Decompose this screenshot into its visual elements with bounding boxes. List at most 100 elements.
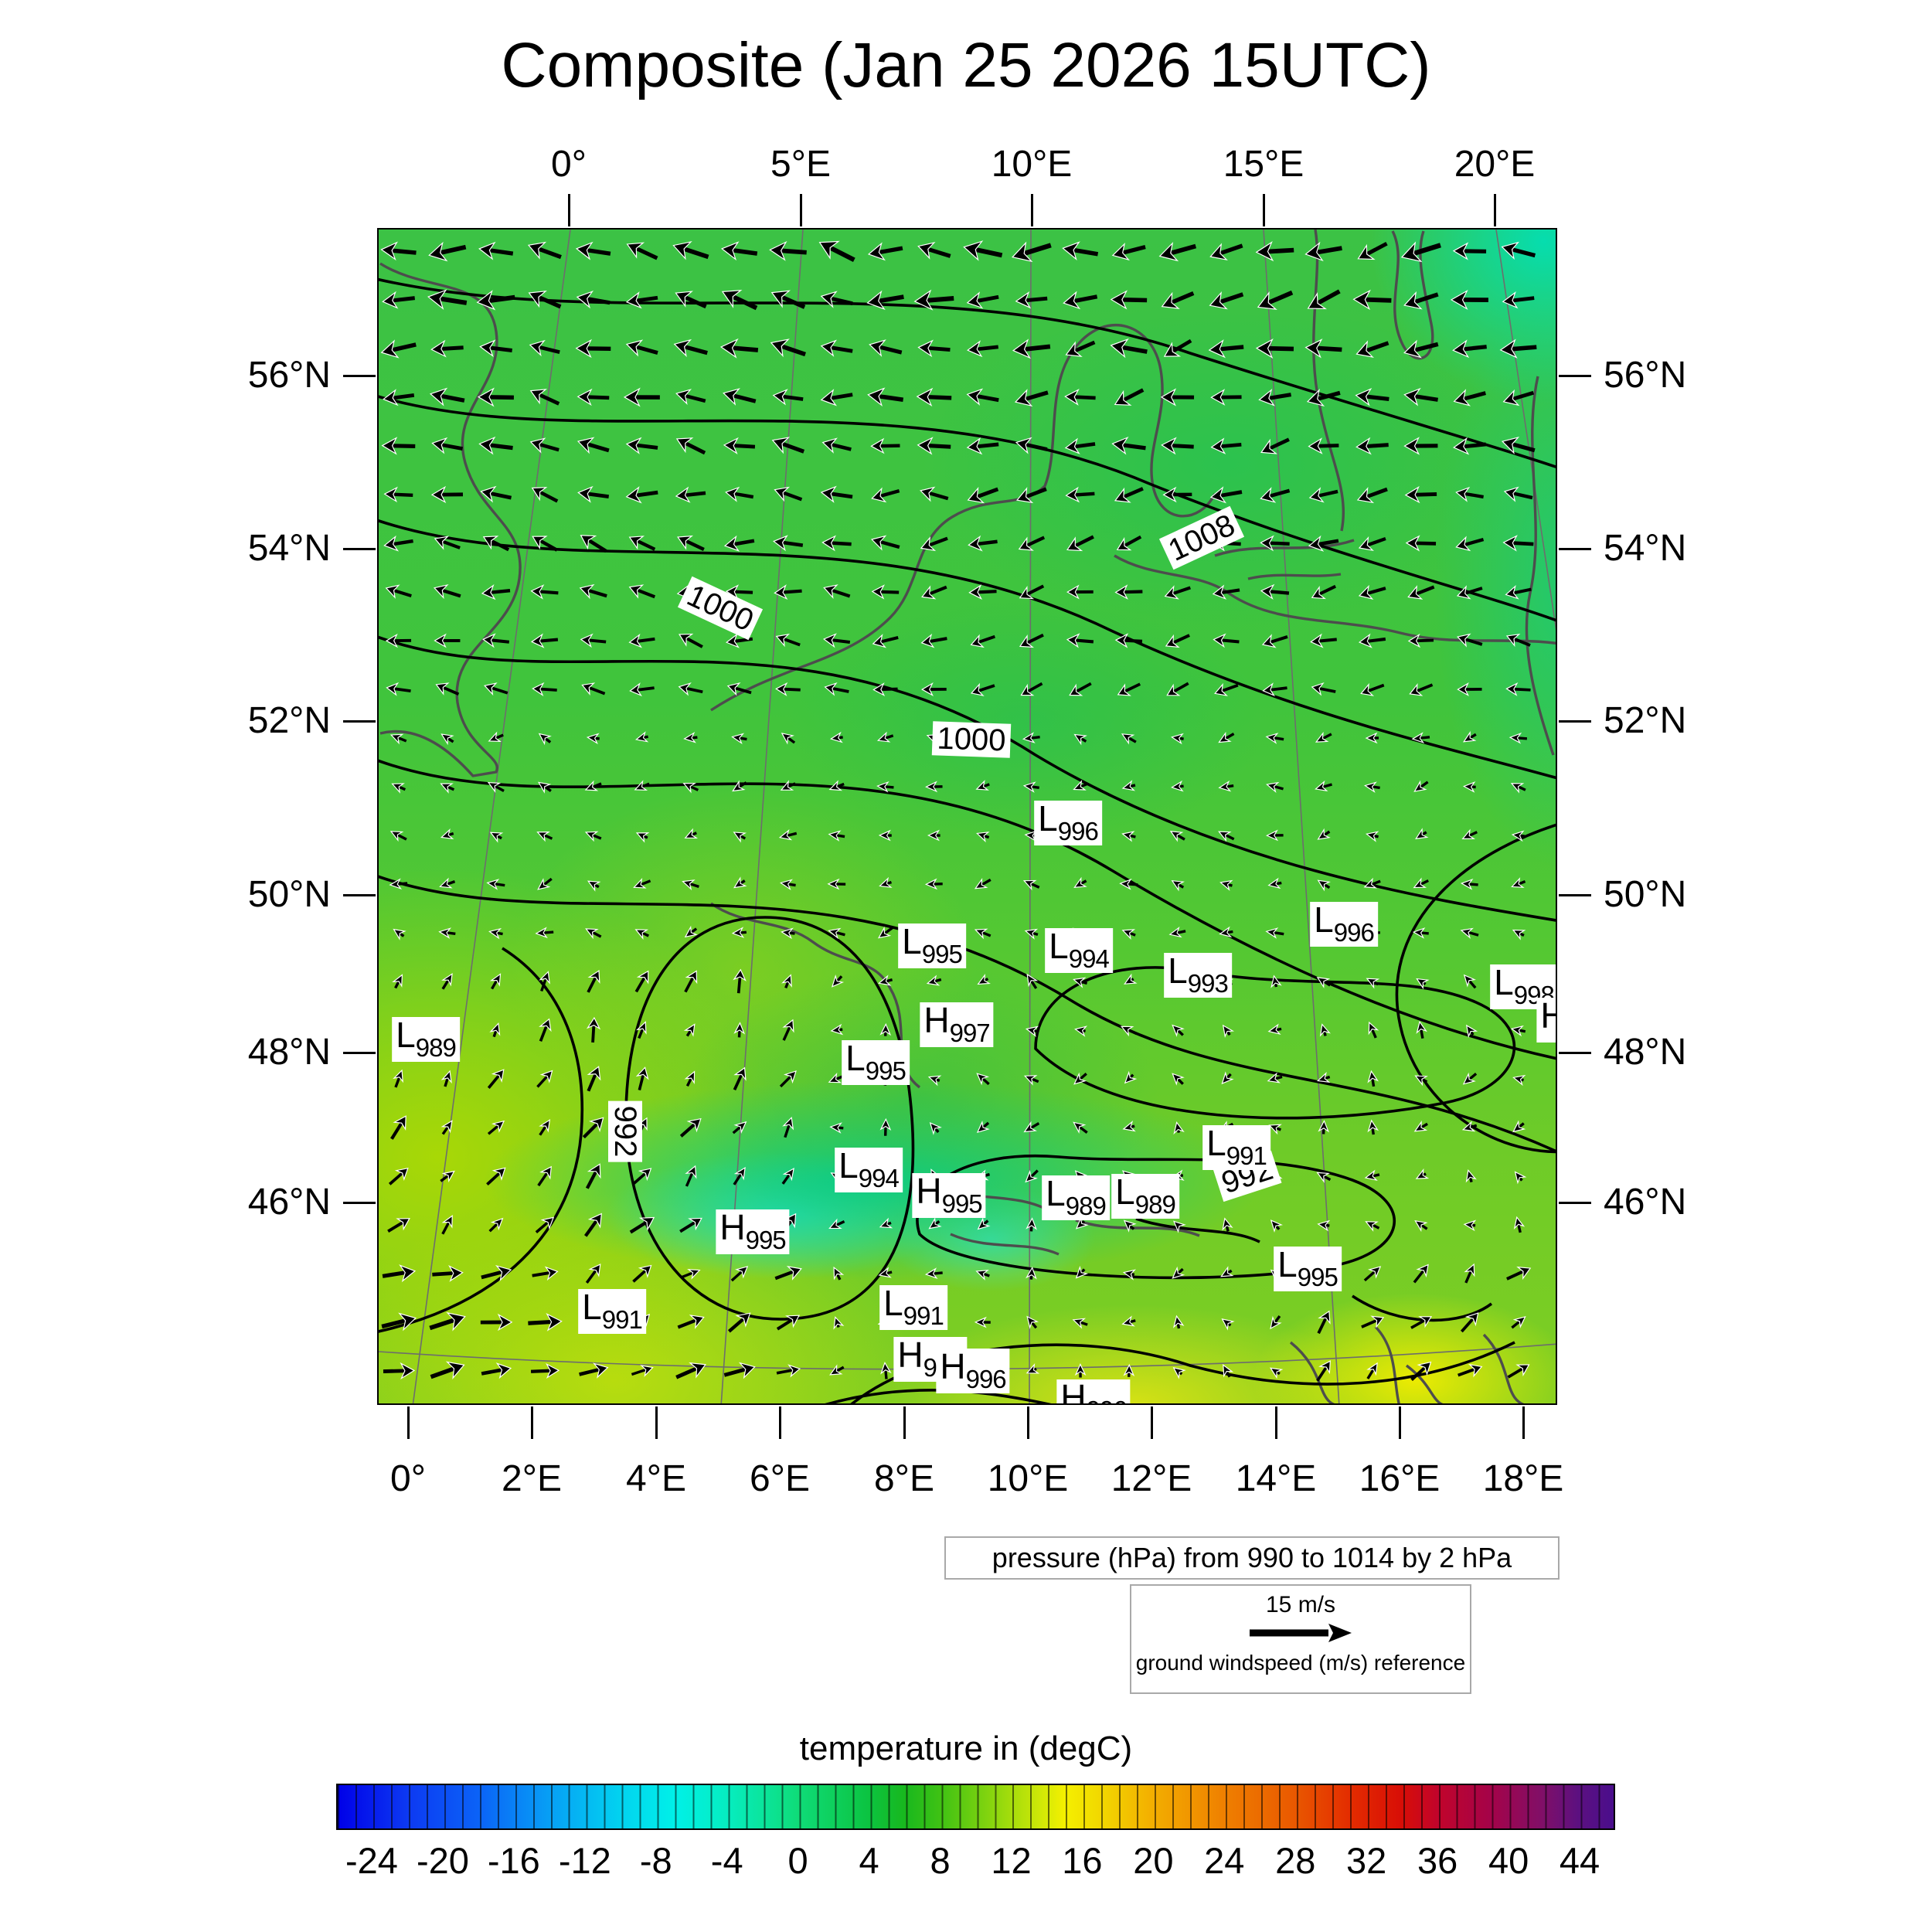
pressure-center-value: 995 xyxy=(745,1226,787,1254)
pressure-center-value: 997 xyxy=(949,1019,991,1047)
y-axis-label-right: 50°N xyxy=(1604,874,1687,915)
x-axis-label-bottom: 4°E xyxy=(626,1458,686,1499)
colorbar-tick-label: 12 xyxy=(991,1840,1032,1881)
pressure-center-value: 996 xyxy=(965,1365,1007,1393)
y-axis-tick-left xyxy=(343,375,376,377)
y-axis-tick-left xyxy=(343,1202,376,1204)
pressure-center-label-l995: L995 xyxy=(898,923,966,968)
x-axis-tick-bottom xyxy=(1275,1406,1277,1439)
x-axis-tick-top xyxy=(1494,194,1496,226)
pressure-center-label-h997: H997 xyxy=(920,1000,994,1047)
pressure-center-letter: L xyxy=(838,1145,859,1185)
wind-reference-arrow-icon xyxy=(1250,1624,1352,1642)
pressure-center-label-l996: L996 xyxy=(1310,902,1378,947)
y-axis-label-left: 46°N xyxy=(247,1182,331,1223)
page-title: Composite (Jan 25 2026 15UTC) xyxy=(501,30,1431,100)
pressure-center-letter: L xyxy=(1206,1123,1226,1163)
x-axis-tick-top xyxy=(800,194,802,226)
colorbar-tick-label: -16 xyxy=(487,1840,540,1881)
pressure-center-label-h996: H996 xyxy=(1056,1379,1131,1403)
pressure-center-label-l995: L995 xyxy=(1274,1247,1342,1291)
x-axis-label-bottom: 12°E xyxy=(1111,1458,1192,1499)
pressure-center-label-l989: L989 xyxy=(1111,1174,1179,1219)
pressure-center-label-l989: L989 xyxy=(1042,1175,1110,1220)
pressure-center-value: 996 xyxy=(1057,817,1099,845)
x-axis-label-bottom: 6°E xyxy=(750,1458,810,1499)
colorbar-tick-label: -24 xyxy=(345,1840,398,1881)
pressure-center-label-h995: H995 xyxy=(716,1207,790,1254)
y-axis-tick-right xyxy=(1559,548,1591,550)
y-axis-label-right: 48°N xyxy=(1604,1032,1687,1073)
y-axis-label-left: 56°N xyxy=(247,355,331,396)
pressure-center-letter: L xyxy=(582,1287,602,1327)
pressure-center-value: 996 xyxy=(1333,918,1375,947)
isobar-value-label: 1000 xyxy=(931,721,1012,758)
y-axis-label-left: 48°N xyxy=(247,1032,331,1073)
colorbar-title: temperature in (degC) xyxy=(799,1730,1133,1767)
colorbar-tick-label: 16 xyxy=(1062,1840,1103,1881)
pressure-center-letter: L xyxy=(845,1038,866,1078)
pressure-center-label-l991: L991 xyxy=(1202,1125,1270,1170)
pressure-center-letter: H xyxy=(719,1207,746,1247)
pressure-center-label-h996: H996 xyxy=(936,1346,1010,1393)
pressure-center-label-l994: L994 xyxy=(835,1148,903,1192)
x-axis-tick-top xyxy=(568,194,570,226)
colorbar-cell-dividers xyxy=(338,1785,1614,1828)
y-axis-tick-right xyxy=(1559,894,1591,896)
x-axis-tick-bottom xyxy=(655,1406,658,1439)
pressure-center-label-l991: L991 xyxy=(879,1285,947,1330)
pressure-center-value: 995 xyxy=(1297,1263,1338,1291)
x-axis-label-bottom: 2°E xyxy=(502,1458,562,1499)
pressure-center-letter: L xyxy=(902,921,922,961)
y-axis-label-right: 52°N xyxy=(1604,700,1687,741)
y-axis-tick-right xyxy=(1559,1052,1591,1054)
y-axis-tick-left xyxy=(343,720,376,723)
colorbar-tick-label: -8 xyxy=(639,1840,672,1881)
pressure-center-label-l994: L994 xyxy=(1045,928,1113,973)
y-axis-label-left: 50°N xyxy=(247,874,331,915)
y-axis-label-right: 56°N xyxy=(1604,355,1687,396)
x-axis-tick-bottom xyxy=(903,1406,906,1439)
x-axis-label-bottom: 0° xyxy=(390,1458,426,1499)
coastlines xyxy=(379,230,1556,1403)
colorbar-tick-label: -20 xyxy=(416,1840,469,1881)
y-axis-tick-right xyxy=(1559,1202,1591,1204)
pressure-center-letter: H xyxy=(940,1346,966,1386)
x-axis-tick-bottom xyxy=(1151,1406,1153,1439)
wind-vector-layer xyxy=(380,240,1537,1382)
x-axis-label-top: 5°E xyxy=(770,144,831,185)
wind-reference-box: 15 m/s ground windspeed (m/s) reference xyxy=(1130,1584,1471,1694)
pressure-center-letter: H xyxy=(916,1171,942,1211)
y-axis-tick-right xyxy=(1559,375,1591,377)
x-axis-label-bottom: 18°E xyxy=(1482,1458,1564,1499)
colorbar-tick-label: 28 xyxy=(1275,1840,1316,1881)
y-axis-label-right: 46°N xyxy=(1604,1182,1687,1223)
pressure-center-label-l996: L996 xyxy=(1034,801,1102,845)
x-axis-tick-bottom xyxy=(531,1406,533,1439)
colorbar-tick-label: -12 xyxy=(558,1840,611,1881)
pressure-center-label-l995: L995 xyxy=(842,1040,910,1085)
y-axis-tick-left xyxy=(343,548,376,550)
pressure-center-value: 989 xyxy=(1065,1192,1107,1220)
x-axis-label-top: 20°E xyxy=(1454,144,1536,185)
x-axis-tick-bottom xyxy=(779,1406,781,1439)
pressure-center-value: 996 xyxy=(1087,1396,1128,1403)
pressure-center-label-l989: L989 xyxy=(392,1017,460,1062)
pressure-center-label-l993: L993 xyxy=(1164,953,1232,998)
pressure-center-letter: L xyxy=(1038,798,1058,838)
pressure-center-value: 989 xyxy=(415,1033,457,1062)
colorbar-tick-label: 44 xyxy=(1559,1840,1600,1881)
pressure-center-value: 993 xyxy=(1187,969,1229,998)
x-axis-label-bottom: 10°E xyxy=(987,1458,1069,1499)
colorbar-tick-label: 24 xyxy=(1204,1840,1245,1881)
x-axis-label-top: 15°E xyxy=(1223,144,1304,185)
y-axis-tick-right xyxy=(1559,720,1591,723)
pressure-center-value: 995 xyxy=(941,1189,983,1218)
pressure-legend-text: pressure (hPa) from 990 to 1014 by 2 hPa xyxy=(992,1542,1512,1573)
pressure-center-letter: L xyxy=(396,1015,416,1055)
pressure-center-value: 989 xyxy=(1134,1190,1176,1219)
pressure-center-letter: L xyxy=(1168,951,1188,991)
pressure-center-letter: H xyxy=(923,1000,950,1040)
colorbar-tick-label: 40 xyxy=(1488,1840,1529,1881)
